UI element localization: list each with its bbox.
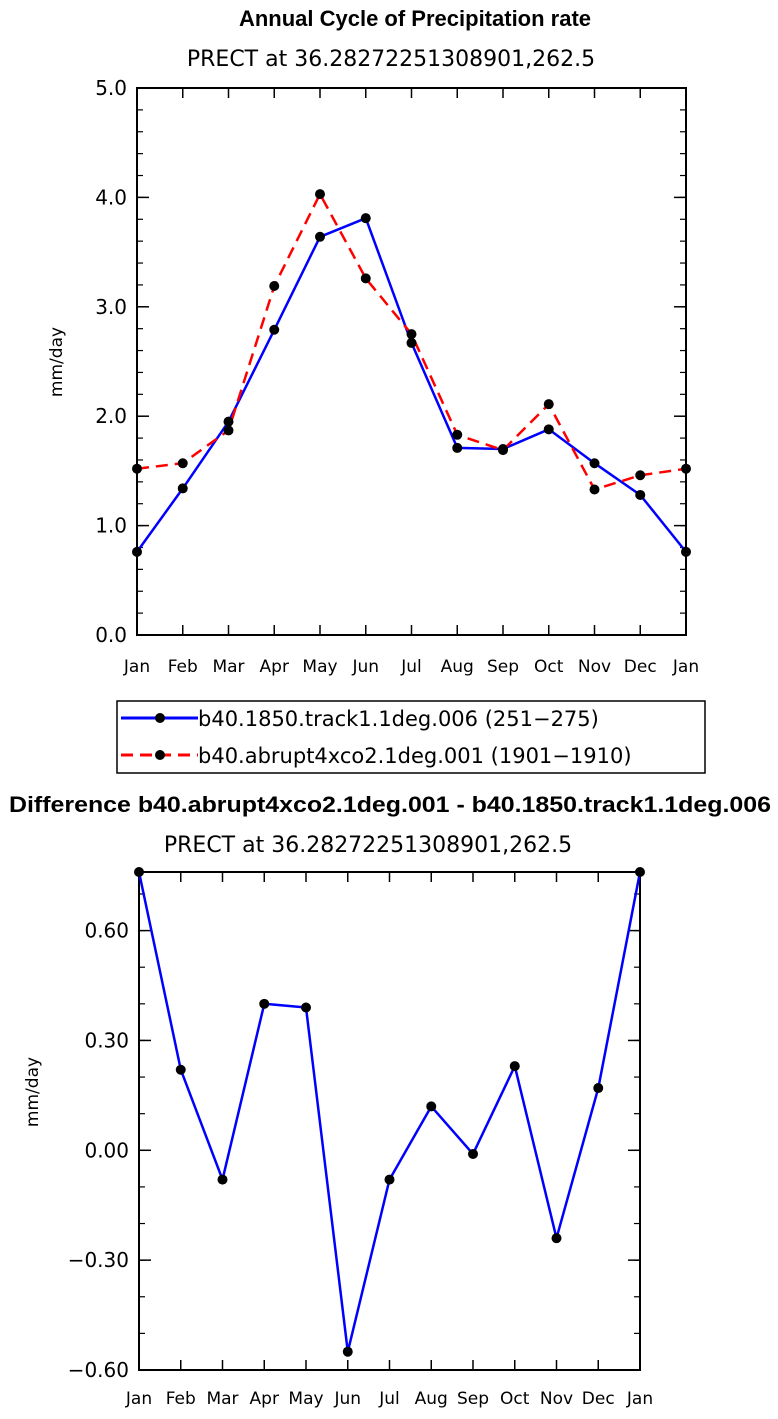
- chart1-plot-frame: [136, 87, 687, 636]
- chart1-x-tick-label-jul: Jul: [400, 657, 422, 677]
- chart1-x-tick-label-nov: Nov: [578, 657, 611, 677]
- chart1-series-1-point-apr: [269, 281, 280, 292]
- chart2-y-axis-label: mm/day: [23, 1057, 43, 1127]
- chart2-series-0-point-jun: [342, 1346, 353, 1357]
- chart2-x-tick-label-nov: Nov: [540, 1389, 573, 1409]
- chart2-x-tick-label-sep: Sep: [457, 1389, 489, 1409]
- chart1-series-1-point-oct: [543, 399, 554, 410]
- chart1-x-tick-label-jun: Jun: [351, 657, 379, 677]
- chart1-y-tick-label: 3.0: [95, 295, 127, 319]
- legend-marker-abrupt4xco2: [155, 750, 165, 760]
- chart2-x-tick-label-aug: Aug: [415, 1389, 448, 1409]
- chart2-series-0-point-aug: [426, 1101, 437, 1112]
- legend-label-abrupt4xco2: b40.abrupt4xco2.1deg.001 (1901−1910): [198, 744, 632, 768]
- chart1-series-0-point-may: [315, 231, 325, 242]
- chart1-y-axis-label: mm/day: [47, 327, 67, 397]
- chart2-subtitle: PRECT at 36.28272251308901,262.5: [164, 833, 572, 858]
- chart2-series-0-point-dec: [593, 1083, 604, 1094]
- chart2-y-tick-label: 0.30: [84, 1028, 129, 1052]
- chart1-series-0-point-nov: [589, 458, 600, 469]
- chart2-y-tick-label: 0.00: [84, 1138, 129, 1162]
- chart2-series-line-0: [137, 871, 642, 1353]
- chart1-x-tick-label-aug: Aug: [441, 657, 474, 677]
- chart1-series-0-point-oct: [543, 424, 554, 435]
- chart1-series-0-point-aug: [452, 442, 463, 453]
- chart1-x-tick-label-mar: Mar: [212, 657, 244, 677]
- chart1-title: Annual Cycle of Precipitation rate: [239, 6, 591, 31]
- chart2-plot-frame: [138, 871, 641, 1371]
- chart1-series-1-point-jan: [132, 463, 142, 474]
- chart1-x-tick-label-oct: Oct: [534, 657, 564, 677]
- chart2-series-0-point-oct: [509, 1061, 520, 1072]
- chart2-series-0-point-apr: [259, 998, 270, 1009]
- chart1-y-tick-label: 1.0: [95, 514, 127, 538]
- chart2-series-0-point-jul: [384, 1174, 395, 1185]
- chart1-series-1-point-mar: [223, 425, 234, 436]
- chart1-series-1-point-nov: [589, 484, 600, 495]
- chart1-x-tick-label-jan: Jan: [672, 657, 699, 677]
- chart1-series-1-point-feb: [177, 458, 188, 469]
- chart2-x-tick-label-mar: Mar: [206, 1389, 238, 1409]
- chart1-subtitle: PRECT at 36.28272251308901,262.5: [187, 47, 595, 72]
- chart2-series-0-point-may: [301, 1002, 311, 1013]
- chart1-y-tick-label: 0.0: [95, 623, 127, 647]
- chart1-series-0-point-jan: [132, 546, 142, 557]
- legend-box: [116, 700, 706, 774]
- chart2-y-tick-label: −0.30: [68, 1248, 129, 1272]
- chart2-x-tick-label-oct: Oct: [500, 1389, 530, 1409]
- chart1-y-tick-label: 2.0: [95, 404, 127, 428]
- chart1-series-1-point-dec: [635, 470, 646, 481]
- legend-label-control: b40.1850.track1.1deg.006 (251−275): [198, 707, 599, 731]
- chart2-x-tick-label-feb: Feb: [166, 1389, 196, 1409]
- chart2-x-tick-label-jun: Jun: [333, 1389, 361, 1409]
- chart1-series-1-point-jan: [681, 463, 691, 474]
- chart1-series-line-0: [135, 216, 687, 553]
- chart1-x-tick-label-dec: Dec: [624, 657, 657, 677]
- chart2-series-0-point-jan: [635, 867, 645, 877]
- chart1-y-tick-label: 5.0: [95, 76, 127, 100]
- chart2-title: Difference b40.abrupt4xco2.1deg.001 - b4…: [9, 792, 771, 817]
- chart2-x-tick-label-apr: Apr: [250, 1389, 279, 1409]
- chart2-series-0-point-feb: [175, 1064, 186, 1075]
- chart1-series-1-point-jul: [406, 329, 417, 340]
- chart1-x-tick-label-jan: Jan: [123, 657, 150, 677]
- chart2-y-tick-label: −0.60: [68, 1358, 129, 1382]
- chart2-series-0-point-nov: [551, 1233, 562, 1244]
- chart1-series-1-point-aug: [452, 429, 463, 440]
- chart1-legend: b40.1850.track1.1deg.006 (251−275) b40.a…: [116, 700, 706, 774]
- chart2-x-tick-label-jan: Jan: [125, 1389, 152, 1409]
- legend-marker-control: [155, 713, 165, 723]
- precip-difference-chart: Difference b40.abrupt4xco2.1deg.001 - b4…: [9, 792, 771, 1409]
- chart1-series-0-point-jun: [360, 213, 371, 224]
- chart2-x-tick-label-may: May: [288, 1389, 323, 1409]
- chart1-series-1-point-sep: [498, 445, 508, 456]
- chart2-series-0-point-mar: [217, 1174, 228, 1185]
- chart2-series-0-point-sep: [468, 1148, 478, 1159]
- chart1-series-0-point-feb: [177, 483, 188, 494]
- chart2-x-tick-label-jan: Jan: [626, 1389, 653, 1409]
- chart1-x-tick-label-may: May: [302, 657, 337, 677]
- chart2-x-tick-label-dec: Dec: [582, 1389, 615, 1409]
- chart1-series-0-point-jan: [681, 546, 691, 557]
- chart1-series-0-point-jul: [406, 337, 417, 348]
- precip-annual-cycle-chart: Annual Cycle of Precipitation rate PRECT…: [47, 6, 706, 774]
- chart1-y-tick-label: 4.0: [95, 185, 127, 209]
- chart2-y-tick-label: 0.60: [84, 919, 129, 943]
- chart2-x-tick-label-jul: Jul: [378, 1389, 400, 1409]
- chart1-series-0-point-apr: [269, 324, 280, 335]
- chart1-series-0-point-dec: [635, 489, 646, 500]
- chart2-series-0-point-jan: [134, 867, 144, 877]
- chart1-series-0-point-mar: [223, 416, 234, 427]
- chart1-series-1-point-may: [315, 189, 325, 200]
- chart1-x-tick-label-feb: Feb: [168, 657, 198, 677]
- chart1-x-tick-label-sep: Sep: [487, 657, 519, 677]
- chart1-series-1-point-jun: [360, 273, 371, 284]
- chart1-x-tick-label-apr: Apr: [260, 657, 289, 677]
